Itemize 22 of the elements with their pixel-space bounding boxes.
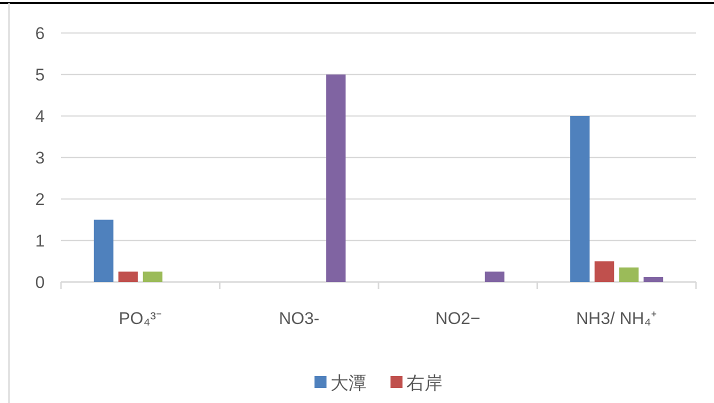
y-tick-label: 1 [35, 232, 45, 250]
y-tick-label: 3 [35, 148, 45, 168]
y-tick-label: 0 [35, 273, 45, 292]
y-tick-label: 6 [35, 24, 45, 43]
bar [94, 220, 114, 282]
bar [118, 272, 138, 282]
legend-label: 右岸 [406, 373, 442, 393]
bar [644, 277, 664, 282]
bar [594, 261, 614, 282]
y-tick-label: 2 [35, 190, 45, 209]
y-tick-label: 4 [35, 107, 45, 126]
y-tick-label: 5 [35, 66, 45, 84]
legend-label: 大潭 [330, 373, 366, 393]
bar [619, 267, 639, 282]
bar [484, 272, 504, 282]
bar [570, 116, 590, 282]
x-tick-label: PO₄³⁻ [118, 309, 162, 328]
bar [142, 272, 162, 282]
x-tick-label: NO3- [278, 309, 320, 328]
x-tick-label: NH3/ NH₄⁺ [576, 309, 658, 328]
bar [326, 74, 346, 282]
x-tick-label: NO2− [435, 309, 480, 328]
